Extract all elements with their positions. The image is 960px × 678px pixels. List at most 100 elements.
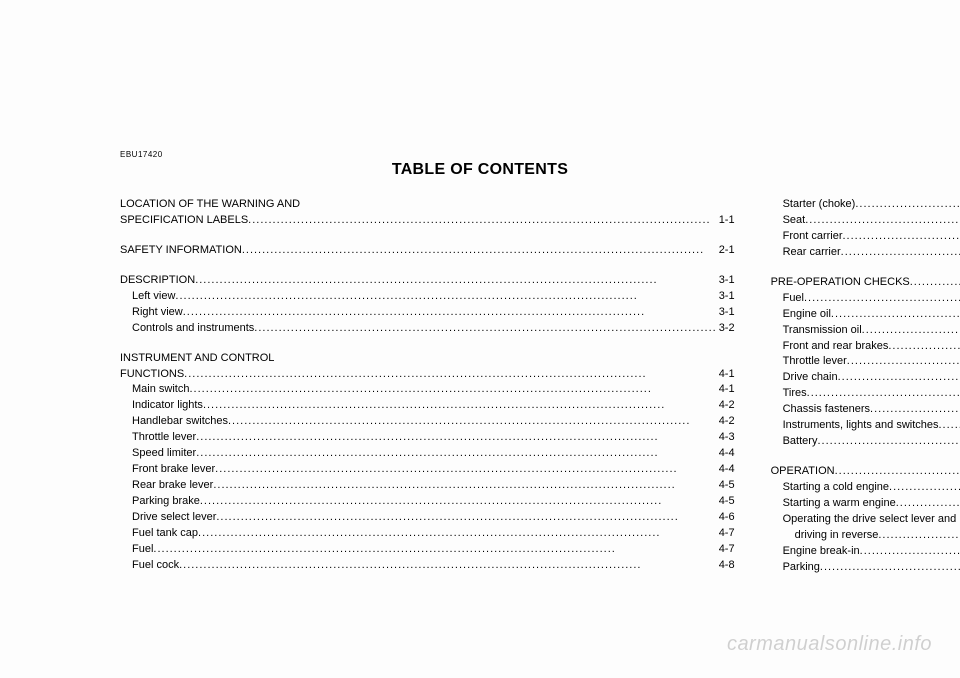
toc-label: DESCRIPTION — [120, 273, 195, 289]
toc-dots — [216, 510, 716, 526]
toc-dots — [860, 544, 960, 560]
toc-dots — [835, 464, 960, 480]
toc-entry: Front carrier 4-11 — [771, 229, 960, 245]
toc-dots — [831, 307, 960, 323]
toc-dots — [855, 197, 960, 213]
toc-label: Left view — [132, 289, 175, 305]
toc-page: 3-1 — [717, 305, 735, 321]
toc-entry: Seat 4-10 — [771, 213, 960, 229]
toc-label: Transmission oil — [783, 323, 862, 339]
section-gap — [120, 259, 735, 273]
toc-label: Parking brake — [132, 494, 200, 510]
toc-dots — [175, 289, 716, 305]
toc-dots — [805, 213, 960, 229]
toc-label: Drive select lever — [132, 510, 216, 526]
toc-label: FUNCTIONS — [120, 367, 184, 383]
section-gap — [120, 229, 735, 243]
toc-page: 4-7 — [717, 526, 735, 542]
toc-label: OPERATION — [771, 464, 835, 480]
toc-heading: Operating the drive select lever and — [771, 512, 960, 528]
toc-dots — [200, 494, 717, 510]
toc-entry: Chassis fasteners 5-6 — [771, 402, 960, 418]
toc-label: Front and rear brakes — [783, 339, 889, 355]
toc-dots — [213, 478, 716, 494]
watermark: carmanualsonline.info — [727, 633, 932, 656]
toc-label: SPECIFICATION LABELS — [120, 213, 248, 229]
toc-dots — [183, 305, 717, 321]
toc-entry: Transmission oil 5-3 — [771, 323, 960, 339]
toc-entry: Speed limiter 4-4 — [120, 446, 735, 462]
toc-entry: driving in reverse 6-3 — [771, 528, 960, 544]
toc-dots — [254, 321, 716, 337]
toc-label: Instruments, lights and switches — [783, 418, 939, 434]
toc-entry: Rear brake lever 4-5 — [120, 478, 735, 494]
toc-page: 4-2 — [717, 398, 735, 414]
toc-label: Main switch — [132, 382, 189, 398]
toc-label: Seat — [783, 213, 806, 229]
toc-columns: LOCATION OF THE WARNING ANDSPECIFICATION… — [120, 197, 840, 576]
page: EBU17420 TABLE OF CONTENTS LOCATION OF T… — [0, 0, 960, 678]
toc-page: 4-8 — [717, 558, 735, 574]
toc-right-column: Starter (choke) 4-10Seat 4-10Front carri… — [771, 197, 960, 576]
toc-page: 4-4 — [717, 446, 735, 462]
toc-label: driving in reverse — [795, 528, 879, 544]
toc-dots — [870, 402, 960, 418]
toc-dots — [195, 273, 717, 289]
toc-entry: Engine break-in 6-4 — [771, 544, 960, 560]
toc-entry: Tires 5-3 — [771, 386, 960, 402]
toc-label: Starting a warm engine — [783, 496, 896, 512]
toc-label: SAFETY INFORMATION — [120, 243, 242, 259]
toc-label: Tires — [783, 386, 807, 402]
toc-dots — [847, 354, 960, 370]
toc-label: Controls and instruments — [132, 321, 254, 337]
toc-label: Throttle lever — [132, 430, 196, 446]
toc-label: Rear carrier — [783, 245, 841, 261]
toc-dots — [153, 542, 716, 558]
toc-page: 4-6 — [717, 510, 735, 526]
toc-entry: PRE-OPERATION CHECKS 5-1 — [771, 275, 960, 291]
toc-label: Right view — [132, 305, 183, 321]
toc-dots — [862, 323, 960, 339]
toc-entry: SPECIFICATION LABELS 1-1 — [120, 213, 735, 229]
toc-entry: Fuel tank cap 4-7 — [120, 526, 735, 542]
toc-label: Throttle lever — [783, 354, 847, 370]
toc-label: Speed limiter — [132, 446, 196, 462]
toc-label: Fuel cock — [132, 558, 179, 574]
toc-dots — [888, 339, 960, 355]
toc-entry: Rear carrier 4-11 — [771, 245, 960, 261]
toc-page: 1-1 — [717, 213, 735, 229]
toc-page: 4-5 — [717, 494, 735, 510]
toc-dots — [184, 367, 717, 383]
toc-label: Parking — [783, 560, 820, 576]
toc-dots — [807, 386, 960, 402]
toc-label: Front carrier — [783, 229, 843, 245]
toc-dots — [179, 558, 717, 574]
toc-label: PRE-OPERATION CHECKS — [771, 275, 910, 291]
toc-page: 4-3 — [717, 430, 735, 446]
toc-entry: Handlebar switches 4-2 — [120, 414, 735, 430]
toc-entry: OPERATION 6-1 — [771, 464, 960, 480]
toc-page: 3-1 — [717, 289, 735, 305]
toc-heading: LOCATION OF THE WARNING AND — [120, 197, 735, 213]
toc-label: Fuel — [132, 542, 153, 558]
toc-dots — [242, 243, 717, 259]
toc-entry: Right view 3-1 — [120, 305, 735, 321]
toc-entry: Parking 6-5 — [771, 560, 960, 576]
toc-dots — [843, 229, 960, 245]
toc-dots — [817, 434, 960, 450]
toc-page: 3-2 — [717, 321, 735, 337]
toc-dots — [889, 480, 960, 496]
toc-entry: DESCRIPTION 3-1 — [120, 273, 735, 289]
toc-page: 3-1 — [717, 273, 735, 289]
toc-entry: Throttle lever 5-3 — [771, 354, 960, 370]
toc-entry: Controls and instruments 3-2 — [120, 321, 735, 337]
toc-entry: FUNCTIONS 4-1 — [120, 367, 735, 383]
toc-entry: Starter (choke) 4-10 — [771, 197, 960, 213]
toc-label: Starter (choke) — [783, 197, 856, 213]
toc-dots — [820, 560, 960, 576]
toc-page: 4-1 — [717, 382, 735, 398]
toc-dots — [196, 446, 716, 462]
toc-entry: Drive select lever 4-6 — [120, 510, 735, 526]
toc-entry: Parking brake 4-5 — [120, 494, 735, 510]
toc-page: 2-1 — [717, 243, 735, 259]
